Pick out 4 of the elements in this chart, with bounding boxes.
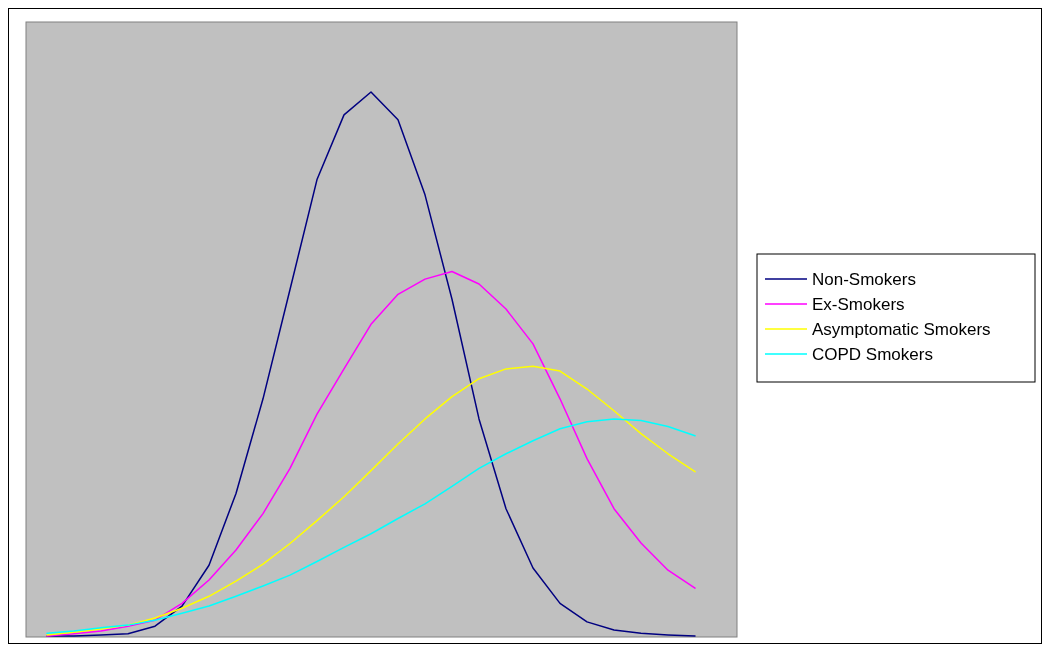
legend-label: COPD Smokers — [812, 344, 933, 364]
legend-label: Asymptomatic Smokers — [812, 319, 991, 339]
legend-label: Ex-Smokers — [812, 294, 905, 314]
legend-label: Non-Smokers — [812, 269, 916, 289]
